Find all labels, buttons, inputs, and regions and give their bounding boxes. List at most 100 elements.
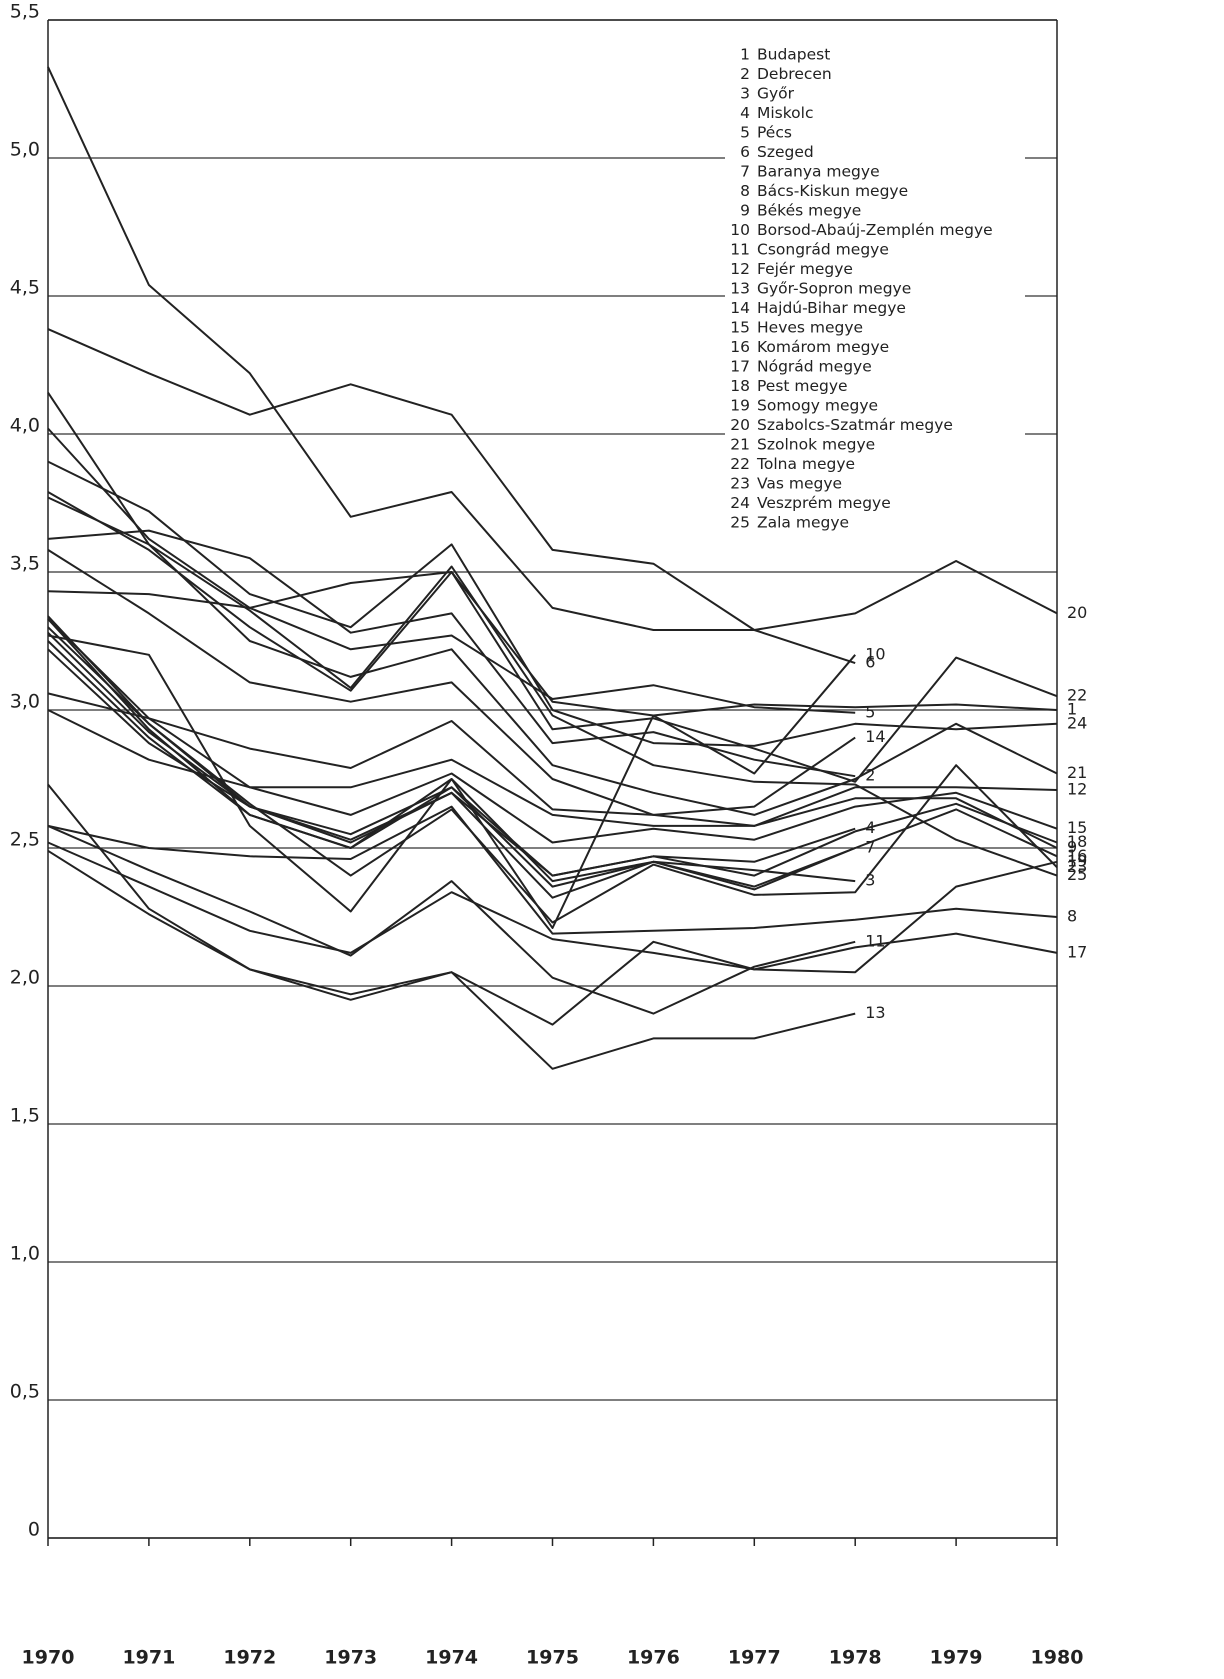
series-line (47, 648, 1058, 877)
legend-label: Zala megye (757, 514, 849, 532)
x-tick-label: 1976 (627, 1647, 680, 1669)
series-line (47, 392, 1058, 877)
line-end-label: 3 (865, 871, 875, 890)
legend-number: 12 (730, 260, 750, 278)
legend-number: 13 (730, 280, 750, 298)
line-end-label: 5 (865, 702, 875, 721)
legend-number: 25 (730, 514, 750, 532)
line-end-label: 6 (865, 653, 875, 672)
line-end-label: 24 (1067, 713, 1087, 732)
legend-label: Csongrád megye (757, 241, 889, 259)
series-line (47, 491, 1058, 783)
series-line (47, 640, 1058, 891)
legend-number: 3 (740, 85, 750, 103)
y-tick-label: 0 (28, 1519, 40, 1541)
line-end-label: 2 (865, 766, 875, 785)
line-end-label: 18 (1067, 832, 1087, 851)
series-line (47, 615, 1058, 924)
line-end-label: 10 (865, 644, 885, 663)
legend-label: Szabolcs-Szatmár megye (757, 416, 953, 434)
line-end-label: 23 (1067, 857, 1087, 876)
legend-label: Pécs (757, 124, 792, 142)
y-tick-label: 0,5 (10, 1381, 40, 1403)
line-end-label: 15 (1067, 818, 1087, 837)
line-end-label: 13 (865, 1003, 885, 1022)
x-tick-label: 1974 (425, 1647, 478, 1669)
legend-label: Szeged (757, 143, 814, 161)
legend-label: Hajdú-Bihar megye (757, 299, 906, 317)
line-end-label: 14 (865, 727, 885, 746)
legend-number: 7 (740, 163, 750, 181)
y-tick-label: 4,5 (10, 277, 40, 299)
legend-label: Veszprém megye (757, 494, 891, 512)
y-tick-label: 1,5 (10, 1105, 40, 1127)
line-end-label: 21 (1067, 763, 1087, 782)
legend-number: 19 (730, 397, 750, 415)
x-tick-label: 1978 (829, 1647, 882, 1669)
series-line (47, 549, 856, 816)
x-tick-label: 1977 (728, 1647, 781, 1669)
x-tick-label: 1972 (223, 1647, 276, 1669)
legend-number: 21 (730, 436, 750, 454)
x-tick-label: 1979 (930, 1647, 983, 1669)
legend-number: 15 (730, 319, 750, 337)
series-line (47, 805, 1058, 935)
legend-number: 22 (730, 455, 750, 473)
series-line (47, 460, 1058, 747)
legend-number: 23 (730, 475, 750, 493)
legend-label: Debrecen (757, 65, 832, 83)
legend-number: 6 (740, 143, 750, 161)
legend-label: Baranya megye (757, 163, 880, 181)
series-line (47, 618, 856, 883)
legend-label: Komárom megye (757, 338, 889, 356)
y-tick-label: 1,0 (10, 1243, 40, 1265)
line-end-label: 1 (1067, 700, 1077, 719)
y-tick-label: 5,0 (10, 139, 40, 161)
legend-number: 24 (730, 494, 750, 512)
series-line (47, 496, 1058, 816)
legend-number: 1 (740, 46, 750, 64)
legend-label: Tolna megye (756, 455, 855, 473)
x-tick-label: 1971 (122, 1647, 175, 1669)
y-tick-label: 3,0 (10, 691, 40, 713)
y-tick-label: 4,0 (10, 415, 40, 437)
line-end-label: 8 (1067, 907, 1077, 926)
x-tick-label: 1975 (526, 1647, 579, 1669)
legend-number: 9 (740, 202, 750, 220)
legend-number: 5 (740, 124, 750, 142)
line-end-label: 25 (1067, 865, 1087, 884)
legend-number: 10 (730, 221, 750, 239)
y-tick-label: 3,5 (10, 553, 40, 575)
line-end-label: 12 (1067, 780, 1087, 799)
legend-label: Vas megye (757, 475, 842, 493)
y-tick-label: 2,5 (10, 829, 40, 851)
legend-label: Győr (757, 85, 795, 103)
line-end-label: 20 (1067, 603, 1087, 622)
series-line (47, 692, 1058, 827)
line-end-label: 19 (1067, 851, 1087, 870)
legend-number: 17 (730, 358, 750, 376)
legend-label: Bács-Kiskun megye (757, 182, 908, 200)
legend-number: 8 (740, 182, 750, 200)
series-line (47, 328, 856, 665)
legend-label: Budapest (757, 46, 830, 64)
x-tick-label: 1970 (22, 1647, 75, 1669)
series-line (47, 824, 856, 1015)
series-line (47, 634, 856, 929)
legend-number: 14 (730, 299, 750, 317)
line-end-label: 7 (865, 838, 875, 857)
legend-number: 4 (740, 104, 750, 122)
legend-number: 18 (730, 377, 750, 395)
series-line (47, 427, 856, 714)
legend-background (725, 42, 1025, 536)
line-end-label: 11 (865, 931, 885, 950)
legend-number: 20 (730, 416, 750, 434)
series-line (47, 571, 1058, 717)
series-line (47, 66, 1058, 631)
legend-label: Győr-Sopron megye (757, 280, 911, 298)
series-line (47, 783, 1058, 1026)
legend-label: Somogy megye (757, 397, 878, 415)
y-tick-label: 5,5 (10, 1, 40, 23)
